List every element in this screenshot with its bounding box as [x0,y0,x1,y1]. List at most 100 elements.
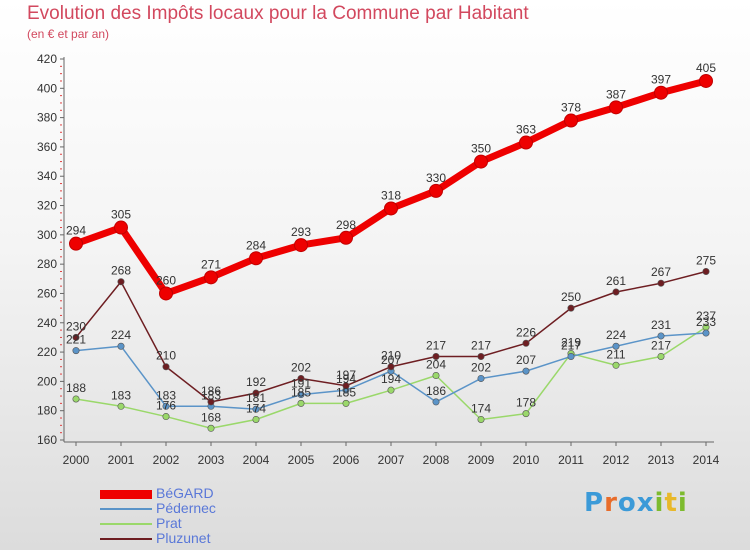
data-point [159,286,173,301]
data-label: 226 [516,325,536,339]
data-label: 230 [66,319,86,333]
data-point [117,278,125,286]
data-label: 174 [246,401,266,415]
data-label: 185 [291,385,311,399]
x-tick-label: 2006 [333,453,360,467]
legend-swatch [100,508,152,510]
data-label: 217 [471,338,491,352]
data-point [207,398,215,406]
data-label: 221 [66,333,86,347]
data-label: 207 [381,353,401,367]
data-point [522,339,530,347]
y-tick-label: 380 [37,111,57,125]
data-label: 231 [651,318,671,332]
data-point [114,220,128,235]
data-point [339,230,353,245]
data-label: 233 [696,315,716,329]
y-tick-label: 180 [37,404,57,418]
logo-letter: r [604,488,618,518]
data-label: 237 [696,309,716,323]
x-tick-label: 2009 [468,453,495,467]
data-label: 267 [651,265,671,279]
data-point [612,361,620,369]
data-point [522,410,530,418]
chart-title: Evolution des Impôts locaux pour la Comm… [27,3,529,24]
y-tick-label: 200 [37,374,57,388]
data-point [657,279,665,287]
data-label: 298 [336,218,356,232]
data-label: 397 [651,73,671,87]
data-point [432,398,440,406]
data-point [297,374,305,382]
data-point [654,85,668,100]
data-point [432,352,440,360]
data-point [657,332,665,340]
data-label: 210 [156,349,176,363]
data-label: 174 [471,401,491,415]
data-label: 192 [246,375,266,389]
data-label: 185 [336,385,356,399]
data-point [609,100,623,115]
y-tick-label: 340 [37,169,57,183]
x-tick-label: 2010 [513,453,540,467]
x-tick-label: 2003 [198,453,225,467]
data-point [474,154,488,169]
data-label: 168 [201,410,221,424]
legend-label: Pédernec [156,500,216,516]
data-label: 224 [111,328,131,342]
x-tick-label: 2004 [243,453,270,467]
data-point [72,395,80,403]
data-label: 318 [381,188,401,202]
data-point [477,374,485,382]
x-tick-label: 2013 [648,453,675,467]
data-point [117,342,125,350]
logo-letter: x [636,488,655,518]
data-label: 217 [426,338,446,352]
data-point [342,382,350,390]
legend-label: BéGARD [156,485,214,501]
data-label: 275 [696,253,716,267]
proxiti-logo: Proxiti [584,488,688,518]
x-tick-label: 2000 [63,453,90,467]
y-tick-label: 420 [37,52,57,66]
data-point [387,386,395,394]
data-point [162,402,170,410]
data-label: 350 [471,142,491,156]
y-tick-label: 220 [37,345,57,359]
x-tick-label: 2002 [153,453,180,467]
data-label: 183 [201,388,221,402]
y-tick-label: 300 [37,228,57,242]
data-label: 186 [426,384,446,398]
data-point [252,405,260,413]
data-label: 210 [381,349,401,363]
data-point [432,372,440,380]
data-point [477,415,485,423]
x-tick-label: 2008 [423,453,450,467]
data-label: 363 [516,123,536,137]
y-tick-label: 280 [37,257,57,271]
logo-letter: i [654,488,665,518]
data-point [612,342,620,350]
data-point [297,391,305,399]
data-label: 405 [696,61,716,75]
data-label: 378 [561,101,581,115]
data-point [429,183,443,198]
data-label: 194 [381,372,401,386]
legend-label: Prat [156,515,182,531]
data-point [207,424,215,432]
data-point [162,363,170,371]
data-label: 202 [471,360,491,374]
data-point [387,363,395,371]
data-point [567,352,575,360]
x-tick-label: 2012 [603,453,630,467]
data-point [519,135,533,150]
data-label: 217 [561,338,581,352]
data-point [477,352,485,360]
data-point [567,304,575,312]
y-tick-label: 360 [37,140,57,154]
logo-letter: P [584,488,605,518]
data-point [564,113,578,128]
data-point [204,270,218,285]
y-tick-label: 240 [37,316,57,330]
x-tick-label: 2007 [378,453,405,467]
